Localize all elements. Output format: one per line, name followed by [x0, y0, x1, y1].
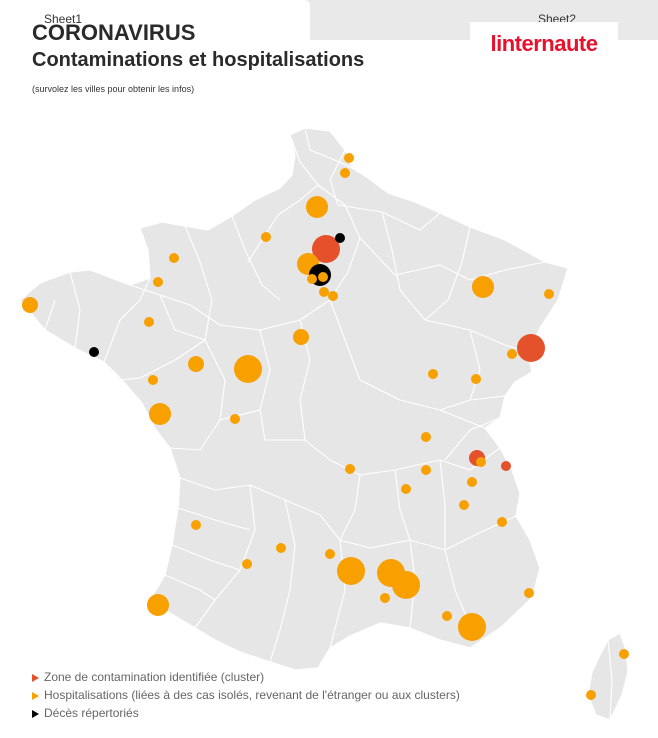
- department-borders: [44, 127, 613, 721]
- triangle-right-icon: [32, 673, 39, 682]
- hospital-marker[interactable]: [153, 277, 163, 287]
- page-subtitle: Contaminations et hospitalisations: [32, 49, 365, 71]
- hospital-marker[interactable]: [458, 613, 486, 641]
- hospital-marker[interactable]: [442, 611, 452, 621]
- cluster-marker[interactable]: [517, 334, 545, 362]
- legend-item-cluster: Zone de contamination identifiée (cluste…: [32, 668, 460, 686]
- hospital-marker[interactable]: [191, 520, 201, 530]
- death-marker[interactable]: [335, 233, 345, 243]
- hospital-marker[interactable]: [307, 274, 317, 284]
- linternaute-logo[interactable]: linternaute: [470, 22, 618, 66]
- legend-label: Décès répertoriés: [44, 706, 139, 720]
- hospital-marker[interactable]: [392, 571, 420, 599]
- hospital-marker[interactable]: [544, 289, 554, 299]
- sheet-tab-bar: Sheet1 Sheet2: [0, 0, 658, 40]
- hospital-marker[interactable]: [586, 690, 596, 700]
- hospital-marker[interactable]: [337, 557, 365, 585]
- hospital-marker[interactable]: [148, 375, 158, 385]
- hospital-marker[interactable]: [188, 356, 204, 372]
- hospital-marker[interactable]: [471, 374, 481, 384]
- logo-text: linternaute: [490, 31, 598, 56]
- hospital-marker[interactable]: [149, 403, 171, 425]
- hospital-marker[interactable]: [306, 196, 328, 218]
- hospital-marker[interactable]: [345, 464, 355, 474]
- city-markers: [22, 153, 629, 700]
- hospital-marker[interactable]: [428, 369, 438, 379]
- map-land: [19, 127, 629, 721]
- hospital-marker[interactable]: [476, 457, 486, 467]
- hospital-marker[interactable]: [401, 484, 411, 494]
- cluster-marker[interactable]: [501, 461, 511, 471]
- triangle-right-icon: [32, 709, 39, 718]
- hospital-marker[interactable]: [276, 543, 286, 553]
- legend-label: Zone de contamination identifiée (cluste…: [44, 670, 265, 684]
- hospital-marker[interactable]: [325, 549, 335, 559]
- legend-label: Hospitalisations (liées à des cas isolés…: [44, 688, 460, 702]
- hospital-marker[interactable]: [380, 593, 390, 603]
- hospital-marker[interactable]: [421, 432, 431, 442]
- hospital-marker[interactable]: [497, 517, 507, 527]
- hospital-marker[interactable]: [230, 414, 240, 424]
- hospital-marker[interactable]: [619, 649, 629, 659]
- hospital-marker[interactable]: [242, 559, 252, 569]
- tab-sheet1[interactable]: Sheet1: [0, 0, 310, 40]
- hospital-marker[interactable]: [524, 588, 534, 598]
- hospital-marker[interactable]: [318, 272, 328, 282]
- hospital-marker[interactable]: [459, 500, 469, 510]
- hospital-marker[interactable]: [344, 153, 354, 163]
- corsica: [587, 632, 629, 721]
- hospital-marker[interactable]: [328, 291, 338, 301]
- triangle-right-icon: [32, 691, 39, 700]
- legend-item-hospitalisation: Hospitalisations (liées à des cas isolés…: [32, 686, 460, 704]
- hospital-marker[interactable]: [22, 297, 38, 313]
- hospital-marker[interactable]: [144, 317, 154, 327]
- hospital-marker[interactable]: [319, 287, 329, 297]
- legend-item-deces: Décès répertoriés: [32, 704, 460, 722]
- hospital-marker[interactable]: [293, 329, 309, 345]
- mainland-france: [19, 127, 569, 671]
- tab-sheet1-label: Sheet1: [44, 12, 83, 26]
- page-title: CORONAVIRUS: [32, 20, 196, 45]
- map-legend: Zone de contamination identifiée (cluste…: [32, 668, 460, 722]
- hospital-marker[interactable]: [472, 276, 494, 298]
- hospital-marker[interactable]: [234, 355, 262, 383]
- hover-instruction: (survolez les villes pour obtenir les in…: [32, 84, 195, 94]
- hospital-marker[interactable]: [340, 168, 350, 178]
- hospital-marker[interactable]: [147, 594, 169, 616]
- hospital-marker[interactable]: [507, 349, 517, 359]
- death-marker[interactable]: [89, 347, 99, 357]
- cluster-marker[interactable]: [312, 235, 340, 263]
- hospital-marker[interactable]: [169, 253, 179, 263]
- hospital-marker[interactable]: [261, 232, 271, 242]
- hospital-marker[interactable]: [467, 477, 477, 487]
- hospital-marker[interactable]: [421, 465, 431, 475]
